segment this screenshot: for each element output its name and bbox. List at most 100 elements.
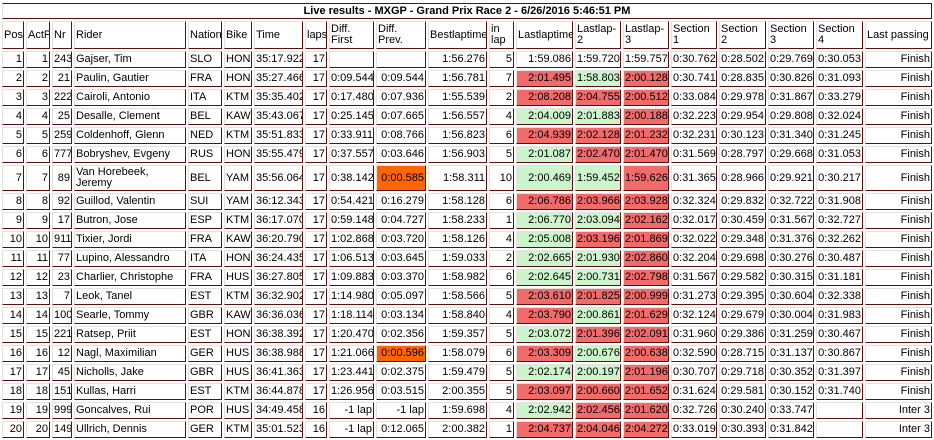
cell-lastlaptime: 2:03.097 xyxy=(516,383,573,400)
cell-time: 35:27.466 xyxy=(254,70,303,87)
cell-bike: YAM xyxy=(224,193,252,210)
cell-section-2: 0:30.393 xyxy=(719,421,766,438)
cell-laps: 17 xyxy=(305,193,327,210)
cell-actp: 7 xyxy=(26,165,50,191)
cell-time: 36:12.343 xyxy=(254,193,303,210)
cell-laps: 17 xyxy=(305,345,327,362)
cell-section-3: 0:31.842 xyxy=(768,421,814,438)
cell-bike: KTM xyxy=(224,383,252,400)
cell-lastlaptime: 2:01.495 xyxy=(516,70,573,87)
cell-diff-first: 1:18.114 xyxy=(329,307,374,324)
cell-last-passing: Finish xyxy=(865,269,932,286)
cell-section-4: 0:31.983 xyxy=(816,307,863,324)
cell-diff-prev: 0:03.134 xyxy=(376,307,426,324)
cell-pos: 10 xyxy=(2,231,24,248)
cell-in-lap: 6 xyxy=(489,193,514,210)
cell-rider: Ratsep, Priit xyxy=(74,326,186,343)
cell-pos: 2 xyxy=(2,70,24,87)
table-row: 3 3 222 Cairoli, Antonio ITA KTM 35:35.402 17 0:… xyxy=(2,89,932,106)
cell-section-3: 0:30.152 xyxy=(768,383,814,400)
cell-time: 35:01.523 xyxy=(254,421,303,438)
cell-in-lap: 5 xyxy=(489,326,514,343)
column-header-section-4: Section 4 xyxy=(816,21,863,49)
cell-diff-prev: 0:12.065 xyxy=(376,421,426,438)
cell-section-4: 0:31.053 xyxy=(816,146,863,163)
cell-lastlap-3: 2:02.860 xyxy=(623,250,669,267)
cell-laps: 17 xyxy=(305,307,327,324)
cell-section-1: 0:31.624 xyxy=(671,383,717,400)
cell-section-1: 0:32.022 xyxy=(671,231,717,248)
cell-in-lap: 4 xyxy=(489,231,514,248)
cell-section-1: 0:31.273 xyxy=(671,288,717,305)
cell-section-3: 0:31.137 xyxy=(768,345,814,362)
cell-section-1: 0:31.567 xyxy=(671,269,717,286)
cell-pos: 16 xyxy=(2,345,24,362)
cell-nation: BEL xyxy=(188,108,222,125)
cell-in-lap: 4 xyxy=(489,307,514,324)
cell-nr: 999 xyxy=(52,402,72,419)
cell-laps: 17 xyxy=(305,51,327,68)
cell-diff-first: 1:21.066 xyxy=(329,345,374,362)
cell-pos: 17 xyxy=(2,364,24,381)
cell-section-2: 0:29.698 xyxy=(719,250,766,267)
cell-lastlap-3: 2:02.091 xyxy=(623,326,669,343)
cell-lastlaptime: 2:04.939 xyxy=(516,127,573,144)
cell-rider: Bobryshev, Evgeny xyxy=(74,146,186,163)
cell-nr: 777 xyxy=(52,146,72,163)
cell-section-2: 0:29.581 xyxy=(719,383,766,400)
cell-pos: 11 xyxy=(2,250,24,267)
cell-lastlap-3: 2:02.798 xyxy=(623,269,669,286)
cell-lastlap-2: 1:58.803 xyxy=(575,70,621,87)
cell-laps: 17 xyxy=(305,108,327,125)
cell-diff-prev: 0:00.585 xyxy=(376,165,426,191)
cell-lastlap-2: 2:03.966 xyxy=(575,193,621,210)
cell-section-4: 0:31.181 xyxy=(816,269,863,286)
cell-pos: 18 xyxy=(2,383,24,400)
cell-nation: GER xyxy=(188,345,222,362)
cell-nr: 89 xyxy=(52,165,72,191)
cell-lastlap-3: 2:03.928 xyxy=(623,193,669,210)
cell-nation: EST xyxy=(188,383,222,400)
cell-diff-prev: 0:00.596 xyxy=(376,345,426,362)
header-row: Pos ActP Nr Rider Nation Bike Time laps Diff. Fi… xyxy=(2,21,932,49)
cell-section-1: 0:31.569 xyxy=(671,146,717,163)
cell-actp: 5 xyxy=(26,127,50,144)
cell-lastlaptime: 2:02.942 xyxy=(516,402,573,419)
cell-section-3: 0:29.668 xyxy=(768,146,814,163)
cell-in-lap: 6 xyxy=(489,269,514,286)
cell-lastlap-3: 2:00.512 xyxy=(623,89,669,106)
cell-last-passing: Finish xyxy=(865,250,932,267)
table-row: 13 13 7 Leok, Tanel EST KTM 36:32.902 17 1:14.98… xyxy=(2,288,932,305)
cell-diff-first: 1:02.868 xyxy=(329,231,374,248)
cell-laps: 16 xyxy=(305,402,327,419)
cell-laps: 17 xyxy=(305,89,327,106)
cell-actp: 19 xyxy=(26,402,50,419)
cell-diff-prev: 0:08.766 xyxy=(376,127,426,144)
cell-diff-prev: 0:02.356 xyxy=(376,326,426,343)
cell-actp: 20 xyxy=(26,421,50,438)
cell-actp: 6 xyxy=(26,146,50,163)
cell-section-3: 0:30.826 xyxy=(768,70,814,87)
cell-diff-first: 1:20.470 xyxy=(329,326,374,343)
cell-lastlap-2: 2:02.128 xyxy=(575,127,621,144)
cell-nr: 12 xyxy=(52,345,72,362)
cell-lastlap-3: 2:01.620 xyxy=(623,402,669,419)
column-header-rider: Rider xyxy=(74,21,186,49)
cell-rider: Leok, Tanel xyxy=(74,288,186,305)
cell-bike: KTM xyxy=(224,212,252,229)
table-row: 2 2 21 Paulin, Gautier FRA HON 35:27.466 17 0:09… xyxy=(2,70,932,87)
cell-last-passing: Inter 3 xyxy=(865,421,932,438)
cell-time: 36:27.805 xyxy=(254,269,303,286)
cell-lastlaptime: 2:06.786 xyxy=(516,193,573,210)
table-row: 19 19 999 Goncalves, Rui POR HUS 34:49.458 16 -1… xyxy=(2,402,932,419)
cell-lastlap-2: 2:02.456 xyxy=(575,402,621,419)
cell-diff-first: 1:14.980 xyxy=(329,288,374,305)
cell-nr: 149 xyxy=(52,421,72,438)
cell-bike: KAW xyxy=(224,307,252,324)
cell-bestlaptime: 1:56.557 xyxy=(428,108,487,125)
cell-in-lap: 5 xyxy=(489,288,514,305)
cell-diff-first: 1:26.956 xyxy=(329,383,374,400)
cell-time: 35:56.064 xyxy=(254,165,303,191)
cell-rider: Nicholls, Jake xyxy=(74,364,186,381)
table-row: 18 18 151 Kullas, Harri EST KTM 36:44.878 17 1:2… xyxy=(2,383,932,400)
